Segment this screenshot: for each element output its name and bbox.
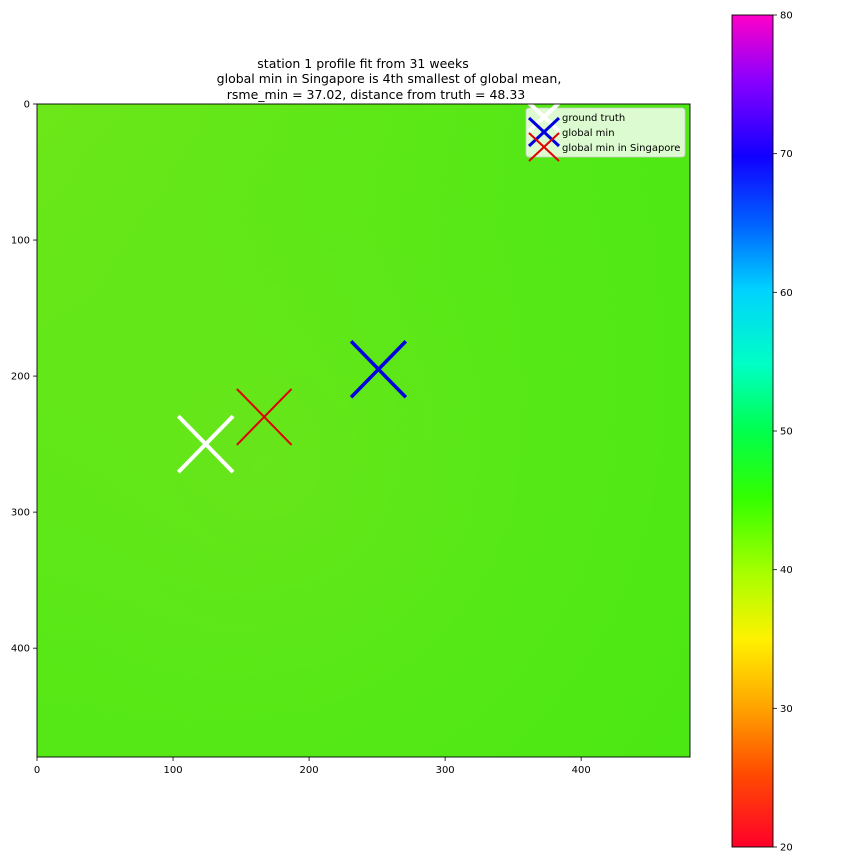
y-axis: 0 100 200 300 400 bbox=[11, 100, 37, 655]
title-line-3: rsme_min = 37.02, distance from truth = … bbox=[227, 87, 526, 102]
legend-entry: ground truth bbox=[527, 101, 625, 133]
colorbar-ticks: 20 30 40 50 60 70 80 bbox=[773, 11, 793, 854]
colorbar-tick-label: 40 bbox=[780, 565, 793, 576]
legend-label: ground truth bbox=[562, 113, 625, 124]
y-tick-label: 300 bbox=[11, 508, 30, 519]
colorbar-tick-label: 30 bbox=[780, 704, 793, 715]
colorbar-tick-label: 60 bbox=[780, 288, 793, 299]
legend-label: global min bbox=[562, 128, 615, 139]
heatmap-field-shading bbox=[37, 104, 690, 757]
legend-marker-stroke bbox=[528, 132, 560, 162]
colorbar: 20 30 40 50 60 70 80 bbox=[731, 11, 793, 854]
y-tick-label: 400 bbox=[11, 644, 30, 655]
x-tick-label: 100 bbox=[163, 765, 182, 776]
chart-title: station 1 profile fit from 31 weeks glob… bbox=[217, 56, 562, 102]
heatmap-plot: ground truth global min global min in Sing… bbox=[11, 100, 691, 776]
plot-frame bbox=[36, 103, 691, 758]
colorbar-tick-label: 20 bbox=[780, 843, 793, 854]
legend-box bbox=[525, 107, 686, 158]
marker-ground-truth bbox=[176, 414, 235, 474]
y-tick-label: 0 bbox=[24, 100, 30, 111]
legend-entry: global min in Singapore bbox=[528, 132, 680, 162]
title-line-1: station 1 profile fit from 31 weeks bbox=[257, 56, 468, 71]
y-tick-label: 200 bbox=[11, 372, 30, 383]
marker-layer bbox=[176, 340, 408, 474]
colorbar-tick-label: 70 bbox=[780, 149, 793, 160]
x-tick-label: 300 bbox=[436, 765, 455, 776]
colorbar-tick-label: 80 bbox=[780, 11, 793, 22]
x-tick-label: 0 bbox=[34, 765, 40, 776]
colorbar-gradient bbox=[732, 15, 773, 847]
legend-label: global min in Singapore bbox=[562, 143, 680, 154]
marker-global-min bbox=[349, 340, 408, 399]
legend: ground truth global min global min in Sing… bbox=[525, 101, 686, 162]
legend-marker-stroke bbox=[527, 101, 561, 133]
title-line-2: global min in Singapore is 4th smallest … bbox=[217, 71, 562, 86]
marker-global-min-in-Singapore bbox=[236, 388, 293, 446]
colorbar-tick-label: 50 bbox=[780, 427, 793, 438]
marker-stroke bbox=[176, 414, 235, 474]
y-tick-label: 100 bbox=[11, 236, 30, 247]
legend-entry: global min bbox=[527, 116, 615, 148]
x-tick-label: 400 bbox=[572, 765, 591, 776]
marker-stroke bbox=[349, 340, 408, 399]
legend-marker-stroke bbox=[527, 116, 561, 148]
x-axis: 0 100 200 300 400 bbox=[34, 757, 591, 776]
x-tick-label: 200 bbox=[300, 765, 319, 776]
marker-stroke bbox=[236, 388, 293, 446]
